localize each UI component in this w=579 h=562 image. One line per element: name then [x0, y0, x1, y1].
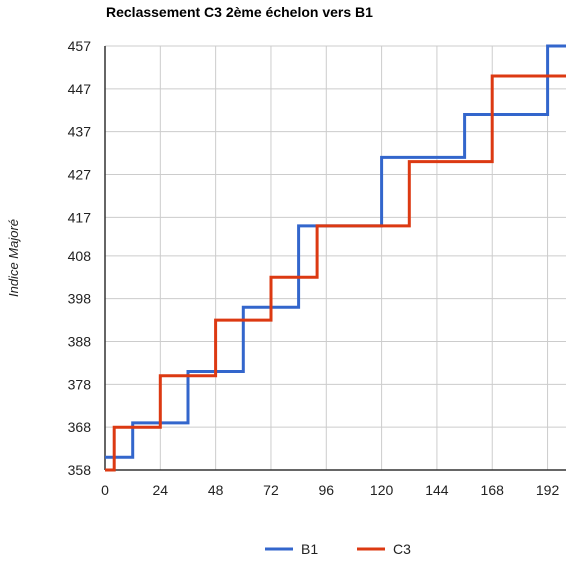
y-tick-label: 378 [68, 376, 92, 392]
x-tick-label: 72 [263, 482, 279, 498]
series-layer [105, 44, 566, 472]
series-line-c3 [105, 74, 566, 472]
y-tick-label: 388 [68, 334, 92, 350]
x-tick-label: 144 [425, 482, 449, 498]
x-tick-label: 168 [481, 482, 505, 498]
x-tick-label: 24 [153, 482, 169, 498]
y-axis-title: Indice Majoré [6, 219, 21, 297]
x-tick-label: 96 [318, 482, 334, 498]
y-tick-label: 457 [68, 38, 92, 54]
y-axis-ticks: 358 368 378 388 398 408 417 427 437 447 457 [68, 38, 92, 478]
series-line-b1 [105, 44, 566, 459]
legend: B1 C3 [265, 541, 411, 557]
y-tick-label: 417 [68, 209, 92, 225]
x-tick-label: 192 [536, 482, 560, 498]
x-tick-label: 48 [208, 482, 224, 498]
x-axis-ticks: 0 24 48 72 96 120 144 168 192 [101, 482, 559, 498]
y-tick-label: 447 [68, 81, 92, 97]
y-tick-label: 408 [68, 248, 92, 264]
x-tick-label: 120 [370, 482, 394, 498]
y-tick-label: 358 [68, 462, 92, 478]
legend-label-c3: C3 [393, 541, 411, 557]
x-tick-label: 0 [101, 482, 109, 498]
y-tick-label: 368 [68, 419, 92, 435]
chart-title: Reclassement C3 2ème échelon vers B1 [106, 4, 373, 20]
y-tick-label: 427 [68, 166, 92, 182]
y-tick-label: 398 [68, 291, 92, 307]
grid-layer [104, 45, 566, 471]
legend-label-b1: B1 [301, 541, 318, 557]
y-tick-label: 437 [68, 124, 92, 140]
